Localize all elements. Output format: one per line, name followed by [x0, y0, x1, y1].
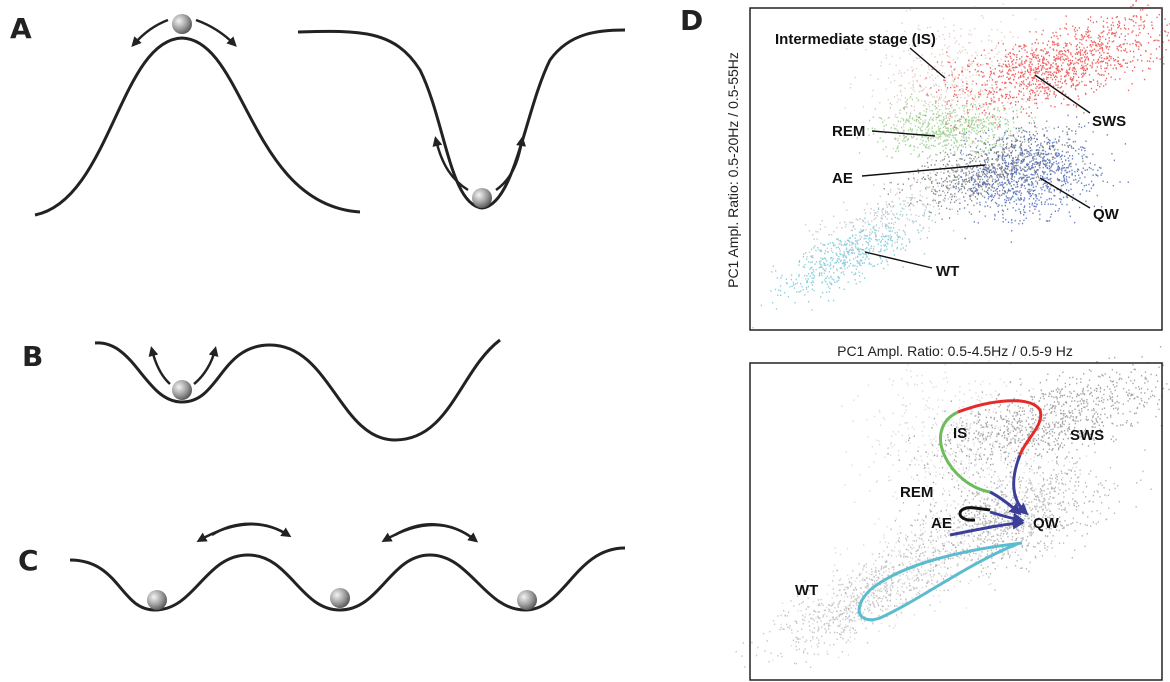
annotation: AE	[931, 515, 952, 532]
annotation: REM	[832, 123, 865, 140]
annotation: SWS	[1092, 113, 1126, 130]
trajectory	[957, 399, 1043, 456]
leader-line	[871, 130, 936, 137]
transition-arrow	[949, 517, 1025, 537]
annotation: QW	[1033, 515, 1060, 532]
arrow	[495, 136, 526, 192]
annotation: WT	[795, 582, 818, 599]
panel-label: D	[680, 4, 703, 37]
annotation: WT	[936, 263, 959, 280]
ball	[517, 590, 537, 610]
leader-line	[909, 47, 946, 79]
leader-line	[864, 251, 933, 269]
arrow	[148, 346, 171, 385]
trajectory	[958, 506, 991, 522]
point-cloud	[942, 114, 1129, 243]
x-axis-label: PC1 Ampl. Ratio: 0.5-4.5Hz / 0.5-9 Hz	[837, 343, 1073, 359]
point-cloud	[841, 350, 1088, 535]
arrow	[131, 18, 169, 47]
scatter-clouds	[752, 0, 1170, 329]
panel-label: B	[22, 340, 43, 373]
leader-line	[861, 164, 986, 177]
leader-line	[1039, 177, 1091, 209]
point-cloud	[772, 456, 1108, 661]
point-cloud	[887, 345, 1170, 493]
point-cloud	[752, 186, 944, 329]
trajectory	[939, 410, 991, 494]
annotation: REM	[900, 484, 933, 501]
energy-curve	[69, 546, 626, 612]
ball	[172, 380, 192, 400]
arrow	[196, 523, 289, 542]
arrow	[381, 523, 476, 542]
ball	[330, 588, 350, 608]
transition-arrow	[1012, 454, 1029, 516]
panel-label: C	[18, 544, 39, 577]
ball	[172, 14, 192, 34]
transition-arrow	[989, 490, 1022, 516]
energy-curve	[94, 338, 501, 442]
scatter-clouds	[735, 345, 1170, 668]
annotation: IS	[953, 425, 967, 442]
trajectory	[857, 541, 1023, 622]
plot-frame	[749, 362, 1163, 681]
panel-label: A	[10, 12, 32, 45]
energy-curve	[297, 28, 626, 210]
annotation: SWS	[1070, 427, 1104, 444]
ball	[472, 188, 492, 208]
plot-frame	[749, 7, 1163, 331]
annotation: QW	[1093, 206, 1120, 223]
arrow	[195, 18, 237, 47]
leader-line	[1034, 74, 1091, 114]
annotation: Intermediate stage (IS)	[775, 31, 936, 48]
annotation: AE	[832, 170, 853, 187]
y-axis-label: PC1 Ampl. Ratio: 0.5-20Hz / 0.5-55Hz	[725, 52, 741, 288]
arrow	[432, 136, 469, 192]
arrow	[193, 346, 219, 385]
point-cloud	[856, 90, 1044, 169]
ball	[147, 590, 167, 610]
energy-curve	[34, 36, 361, 217]
